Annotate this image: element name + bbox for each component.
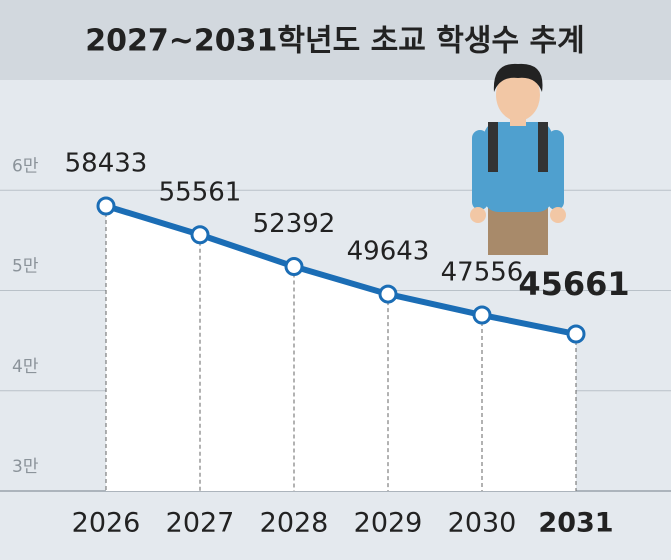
shirt xyxy=(484,122,552,212)
y-tick-label: 3만 xyxy=(12,457,39,477)
value-label: 55561 xyxy=(159,177,242,207)
marker xyxy=(566,324,586,344)
y-tick-label: 4만 xyxy=(12,357,39,377)
marker xyxy=(96,196,116,216)
x-tick-label: 2028 xyxy=(260,508,329,539)
y-tick-label: 6만 xyxy=(12,156,39,176)
x-tick-label: 2029 xyxy=(354,508,423,539)
marker xyxy=(284,257,304,277)
value-label: 47556 xyxy=(441,258,524,288)
area xyxy=(106,205,576,492)
x-tick-label: 2030 xyxy=(448,508,517,539)
x-tick-label: 2031 xyxy=(538,508,613,539)
arm-right xyxy=(548,130,564,210)
chart-title: 2027~2031학년도 초교 학생수 추계 xyxy=(85,24,584,59)
value-label: 49643 xyxy=(347,237,430,267)
hand-right xyxy=(550,207,566,223)
strap-right xyxy=(538,122,548,172)
student-illustration xyxy=(470,63,566,255)
marker xyxy=(190,225,210,245)
value-label: 45661 xyxy=(518,265,629,303)
header-band xyxy=(0,0,671,80)
x-tick-label: 2026 xyxy=(72,508,141,539)
x-tick-label: 2027 xyxy=(166,508,235,539)
strap-left xyxy=(488,122,498,172)
value-label: 58433 xyxy=(65,148,148,178)
hair xyxy=(493,63,543,92)
arm-left xyxy=(472,130,488,210)
hand-left xyxy=(470,207,486,223)
value-label: 52392 xyxy=(253,209,336,239)
face xyxy=(496,69,540,121)
marker xyxy=(472,305,492,325)
y-tick-label: 5만 xyxy=(12,257,39,277)
line xyxy=(105,203,577,337)
marker xyxy=(378,284,398,304)
